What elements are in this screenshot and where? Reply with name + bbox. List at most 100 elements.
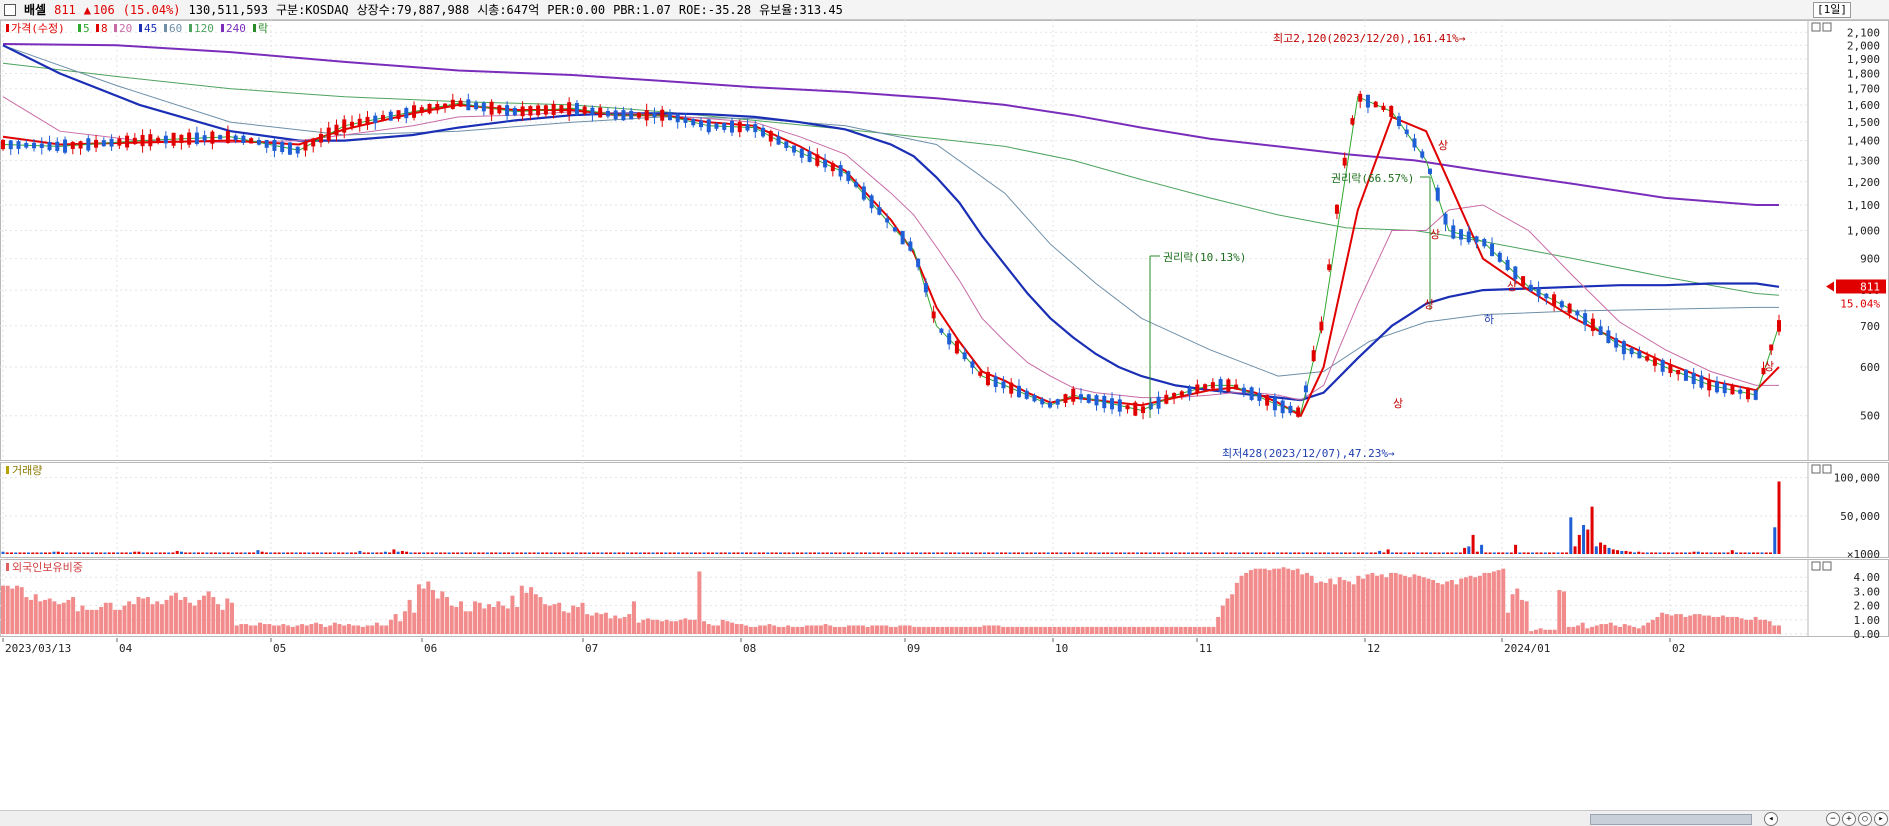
foreign-bar	[1762, 619, 1767, 634]
volume-bar	[1233, 552, 1237, 554]
foreign-bar	[1043, 626, 1048, 634]
volume-bar	[664, 552, 668, 554]
volume-bar	[213, 552, 217, 554]
legend-swatch	[96, 24, 99, 32]
volume-bar	[1123, 552, 1127, 554]
candle-body	[55, 141, 60, 151]
candle-body	[334, 124, 339, 136]
annotation-ex-rights-1: 권리락(10.13%)	[1163, 251, 1246, 264]
volume-bar	[1526, 552, 1530, 554]
foreign-bar	[1225, 598, 1230, 634]
candle-body	[1319, 321, 1324, 331]
volume-bar	[1038, 552, 1042, 554]
candle-body	[1311, 350, 1316, 362]
volume-bar	[277, 552, 281, 554]
volume-bar	[388, 552, 392, 554]
foreign-bar	[1253, 568, 1258, 634]
foreign-bar	[1318, 581, 1323, 634]
volume-bar	[226, 552, 230, 554]
volume-bar	[1199, 552, 1203, 554]
foreign-bar	[477, 602, 482, 634]
candle-body	[1590, 318, 1595, 331]
candle-body	[1001, 381, 1006, 389]
candle-body	[838, 165, 843, 177]
volume-bar	[1463, 547, 1467, 554]
foreign-bar	[1398, 574, 1403, 634]
scroll-thumb[interactable]	[1590, 814, 1752, 825]
foreign-bar	[566, 612, 571, 634]
volume-bar	[558, 552, 562, 554]
foreign-bar	[286, 625, 291, 634]
volume-bar	[864, 552, 868, 554]
foreign-bar	[122, 605, 127, 634]
volume-bar	[196, 552, 200, 554]
candle-body	[287, 142, 292, 155]
foreign-bar	[225, 598, 230, 634]
volume-bar	[1611, 549, 1615, 554]
volume-bar	[1237, 552, 1241, 554]
foreign-bar	[1248, 570, 1253, 634]
volume-bar	[434, 552, 438, 554]
zoom-out-icon[interactable]: −	[1826, 812, 1840, 826]
volume-bar	[218, 552, 222, 554]
current-price-tag	[1836, 279, 1886, 294]
foreign-bar	[290, 626, 295, 634]
volume-bar	[1522, 552, 1526, 554]
volume-bar	[1305, 552, 1309, 554]
volume-bar	[375, 552, 379, 554]
scroll-left-icon[interactable]: ◂	[1764, 812, 1778, 826]
volume-bar	[473, 552, 477, 554]
volume-bar	[141, 552, 145, 554]
volume-bar	[281, 552, 285, 554]
volume-bar	[889, 552, 893, 554]
foreign-bar	[1627, 625, 1632, 634]
volume-bar	[481, 552, 485, 554]
volume-bar	[944, 552, 948, 554]
foreign-bar	[1440, 584, 1445, 634]
candle-body	[1521, 276, 1526, 286]
foreign-bar	[669, 621, 674, 634]
chart-scrollbar[interactable]: ◂ − + ○ ▸	[0, 810, 1889, 826]
volume-bar	[1552, 552, 1556, 554]
volume-bar	[307, 552, 311, 554]
foreign-bar	[912, 626, 917, 634]
candle-body	[1559, 301, 1564, 308]
zoom-in-icon[interactable]: +	[1842, 812, 1856, 826]
volume-bar	[1352, 552, 1356, 554]
candle-body	[1156, 396, 1161, 409]
scroll-right-icon[interactable]: ▸	[1874, 812, 1888, 826]
foreign-bar	[71, 597, 76, 634]
zoom-reset-icon[interactable]: ○	[1858, 812, 1872, 826]
foreign-bar	[730, 622, 735, 634]
volume-bar	[460, 552, 464, 554]
foreign-bar	[814, 625, 819, 634]
volume-bar	[711, 552, 715, 554]
volume-bar	[1203, 552, 1207, 554]
foreign-bar	[94, 609, 99, 634]
stock-chart[interactable]: 5006007008009001,0001,1001,2001,3001,400…	[0, 20, 1889, 810]
candle-body	[543, 105, 548, 115]
candle-body	[1707, 379, 1712, 391]
candle-body	[737, 121, 742, 133]
foreign-bar	[1501, 568, 1506, 634]
volume-bar	[137, 551, 141, 554]
foreign-bar	[1188, 626, 1193, 634]
checkbox-icon[interactable]	[4, 3, 16, 16]
foreign-bar	[267, 624, 272, 634]
volume-bar	[116, 552, 120, 554]
volume-bar	[613, 552, 617, 554]
foreign-bar	[650, 619, 655, 634]
foreign-bar	[1777, 625, 1781, 634]
foreign-bar	[1576, 625, 1581, 634]
foreign-bar	[80, 605, 85, 634]
legend-ma-120: 120	[194, 22, 214, 35]
candle-body	[1621, 341, 1626, 355]
foreign-bar	[379, 625, 384, 634]
period-selector[interactable]: [1일]	[1813, 2, 1851, 18]
foreign-bar	[1407, 577, 1412, 634]
foreign-bar	[1403, 575, 1408, 634]
y-tick-label: 500	[1860, 410, 1880, 423]
candle-body	[1071, 388, 1076, 402]
candle-body	[1645, 356, 1650, 361]
foreign-bar	[281, 624, 286, 634]
